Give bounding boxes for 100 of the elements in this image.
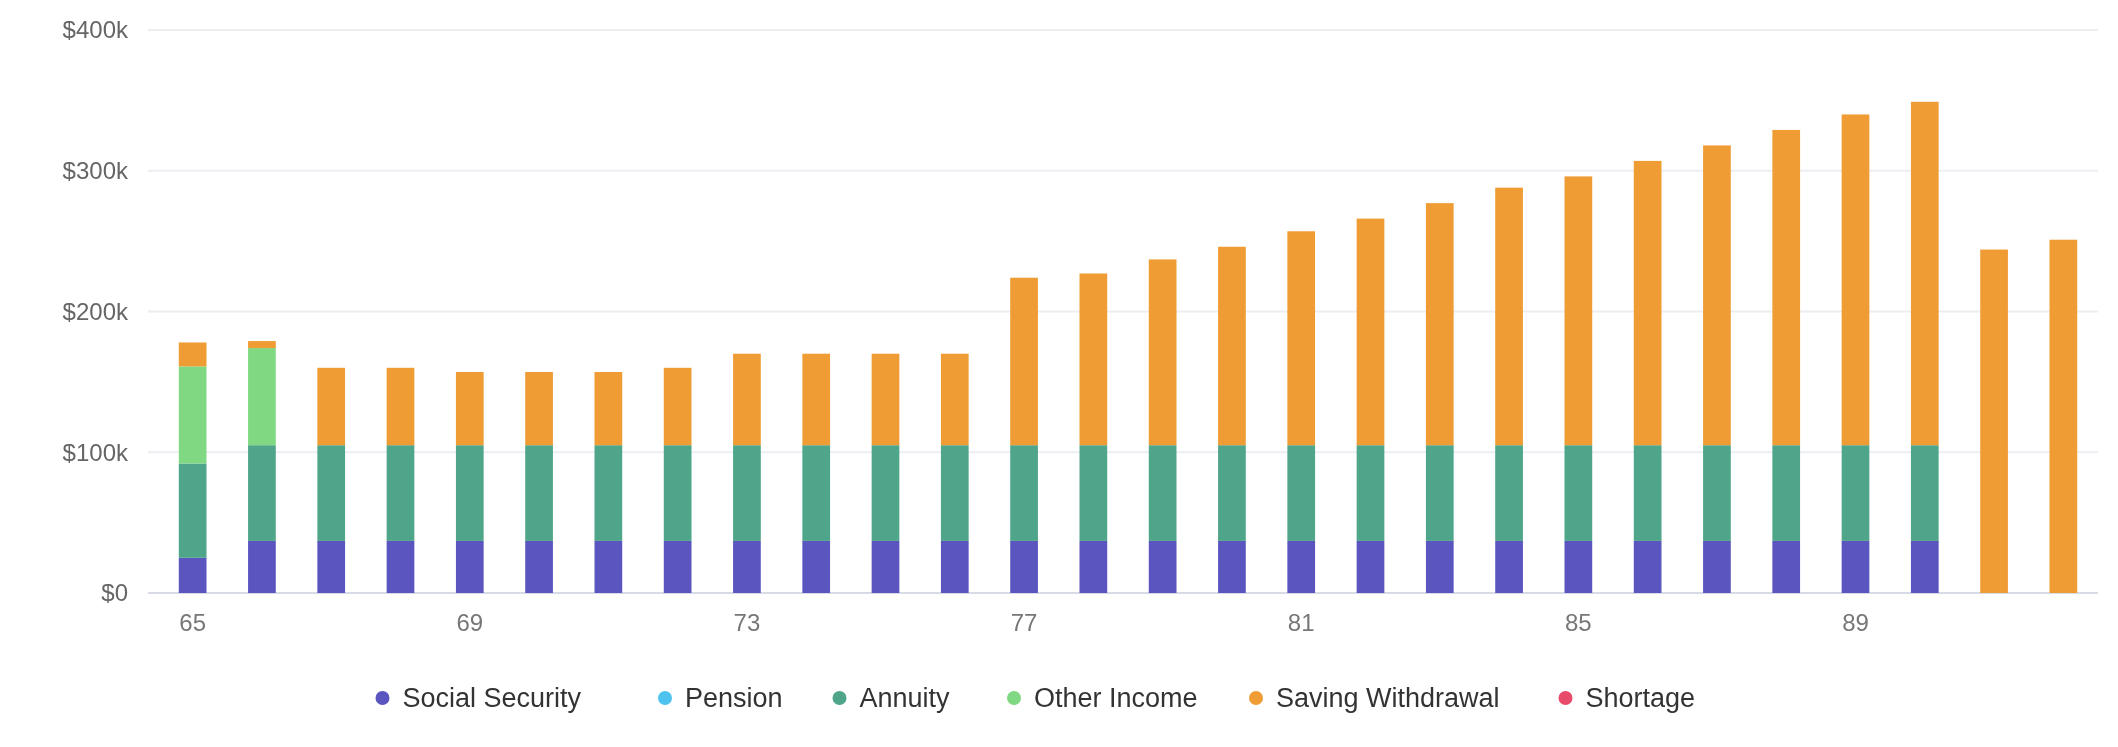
bar bbox=[1772, 445, 1801, 541]
bar bbox=[1010, 277, 1038, 446]
bar bbox=[178, 463, 207, 558]
y-tick-label: $200k bbox=[62, 297, 129, 325]
bar bbox=[1425, 203, 1454, 446]
bar bbox=[940, 445, 969, 541]
bar bbox=[178, 557, 207, 593]
bar bbox=[1564, 445, 1593, 541]
bar bbox=[525, 445, 553, 541]
bar bbox=[1772, 129, 1801, 446]
bar bbox=[594, 540, 623, 593]
bar bbox=[940, 353, 969, 446]
bar bbox=[1633, 540, 1662, 593]
bar bbox=[317, 367, 346, 446]
y-tick-label: $400k bbox=[62, 16, 129, 44]
bar bbox=[455, 445, 484, 541]
bar bbox=[1287, 231, 1316, 446]
bar bbox=[1772, 540, 1801, 593]
bar bbox=[663, 540, 692, 593]
bar bbox=[733, 445, 761, 541]
legend-label: Saving Withdrawal bbox=[1276, 683, 1500, 714]
bar bbox=[1703, 145, 1731, 446]
bar bbox=[1356, 445, 1385, 541]
bar bbox=[1148, 540, 1177, 593]
bar bbox=[1287, 445, 1316, 541]
bar bbox=[386, 540, 415, 593]
bar bbox=[1218, 246, 1246, 446]
bar bbox=[1148, 445, 1177, 541]
bar bbox=[317, 445, 346, 541]
bar bbox=[733, 540, 761, 593]
bar bbox=[1841, 445, 1870, 541]
bar bbox=[1703, 445, 1731, 541]
x-tick-label: 81 bbox=[1287, 609, 1315, 636]
bar bbox=[1910, 540, 1939, 593]
bar bbox=[178, 342, 207, 367]
bar bbox=[1495, 445, 1523, 541]
bar bbox=[1010, 445, 1038, 541]
bar bbox=[1425, 445, 1454, 541]
bar bbox=[1425, 540, 1454, 593]
bar bbox=[1910, 101, 1939, 446]
bar bbox=[386, 367, 415, 446]
bar bbox=[248, 445, 276, 541]
x-tick-label: 77 bbox=[1010, 609, 1038, 636]
bar bbox=[1564, 176, 1593, 446]
y-tick-label: $100k bbox=[62, 438, 129, 466]
bar bbox=[1287, 540, 1316, 593]
bar bbox=[386, 445, 415, 541]
y-tick-label: $0 bbox=[101, 579, 128, 607]
x-tick-label: 69 bbox=[456, 609, 484, 636]
bar bbox=[663, 445, 692, 541]
x-tick-label: 65 bbox=[179, 609, 206, 636]
legend-label: Annuity bbox=[859, 683, 951, 714]
bar bbox=[1356, 540, 1385, 593]
bar bbox=[594, 445, 623, 541]
bar bbox=[1633, 445, 1662, 541]
bar bbox=[802, 540, 831, 593]
bar bbox=[1218, 445, 1246, 541]
bar bbox=[1356, 218, 1385, 446]
bar bbox=[663, 367, 692, 446]
bar bbox=[871, 445, 900, 541]
bar bbox=[1495, 187, 1523, 446]
legend-label: Pension bbox=[685, 683, 783, 714]
bar bbox=[317, 540, 346, 593]
bar bbox=[248, 341, 276, 349]
legend-label: Shortage bbox=[1585, 683, 1696, 714]
bar bbox=[1980, 249, 2008, 593]
bar bbox=[2049, 239, 2078, 593]
legend-label: Other Income bbox=[1034, 683, 1198, 714]
x-tick-label: 85 bbox=[1565, 609, 1592, 636]
bar bbox=[1218, 540, 1246, 593]
bar bbox=[1703, 540, 1731, 593]
legend-label: Social Security bbox=[402, 683, 582, 714]
bar bbox=[594, 372, 623, 446]
bar bbox=[1910, 445, 1939, 541]
x-tick-label: 73 bbox=[733, 609, 761, 636]
bar bbox=[1079, 273, 1108, 446]
bar bbox=[1841, 114, 1870, 446]
bar bbox=[802, 445, 831, 541]
bar bbox=[1633, 160, 1662, 446]
bar bbox=[1079, 445, 1108, 541]
bar bbox=[1079, 540, 1108, 593]
bar bbox=[1841, 540, 1870, 593]
bar bbox=[525, 540, 553, 593]
x-tick-label: 89 bbox=[1842, 609, 1869, 636]
bar bbox=[178, 366, 207, 464]
bar bbox=[455, 372, 484, 446]
bar bbox=[1148, 259, 1177, 446]
bar bbox=[1495, 540, 1523, 593]
bar bbox=[248, 540, 276, 593]
bar bbox=[802, 353, 831, 446]
bar bbox=[733, 353, 761, 446]
bar bbox=[940, 540, 969, 593]
bar bbox=[525, 372, 553, 446]
y-tick-label: $300k bbox=[62, 157, 129, 185]
bar bbox=[871, 353, 900, 446]
bar bbox=[871, 540, 900, 593]
bar bbox=[455, 540, 484, 593]
bar bbox=[248, 348, 276, 446]
bar bbox=[1010, 540, 1038, 593]
bar bbox=[1564, 540, 1593, 593]
